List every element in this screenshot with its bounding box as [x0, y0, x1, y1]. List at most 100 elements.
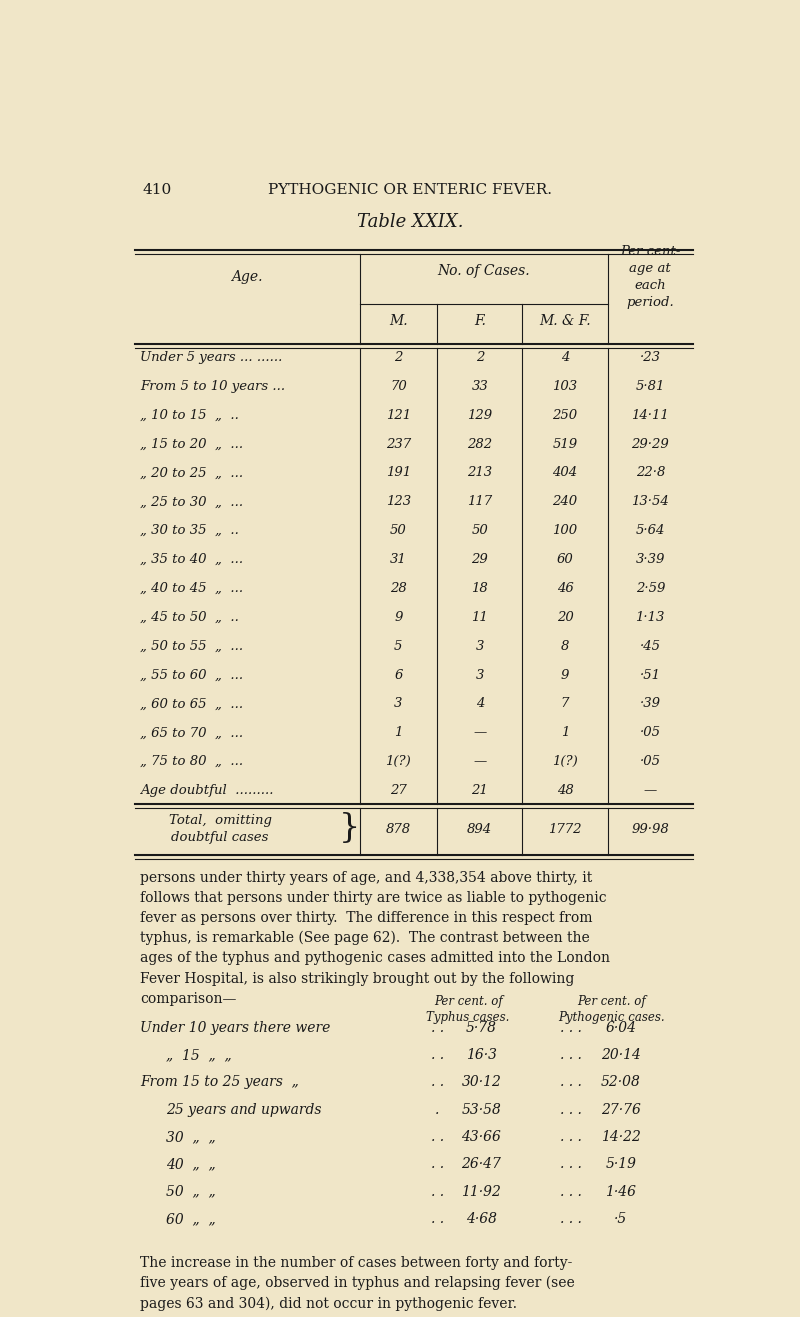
- Text: Age.: Age.: [231, 270, 263, 284]
- Text: Per cent-
age at
each
period.: Per cent- age at each period.: [620, 245, 681, 309]
- Text: 2: 2: [475, 350, 484, 363]
- Text: Total,  omitting
doubtful cases: Total, omitting doubtful cases: [169, 814, 272, 844]
- Text: 6·04: 6·04: [606, 1021, 636, 1035]
- Text: 30  „  „: 30 „ „: [166, 1130, 216, 1144]
- Text: 250: 250: [553, 408, 578, 421]
- Text: 5: 5: [394, 640, 402, 653]
- Text: ·05: ·05: [640, 755, 661, 768]
- Text: 46: 46: [557, 582, 574, 595]
- Text: PYTHOGENIC OR ENTERIC FEVER.: PYTHOGENIC OR ENTERIC FEVER.: [268, 183, 552, 196]
- Text: „ 10 to 15  „  ..: „ 10 to 15 „ ..: [140, 408, 239, 421]
- Text: Under 10 years there were: Under 10 years there were: [140, 1021, 330, 1035]
- Text: —: —: [473, 755, 486, 768]
- Text: „ 30 to 35  „  ..: „ 30 to 35 „ ..: [140, 524, 239, 537]
- Text: —: —: [473, 727, 486, 739]
- Text: 878: 878: [386, 823, 411, 835]
- Text: . . .: . . .: [560, 1076, 582, 1089]
- Text: 25 years and upwards: 25 years and upwards: [166, 1102, 322, 1117]
- Text: 29: 29: [471, 553, 488, 566]
- Text: . .: . .: [430, 1021, 444, 1035]
- Text: 1(?): 1(?): [386, 755, 411, 768]
- Text: .: .: [435, 1102, 439, 1117]
- Text: 13·54: 13·54: [631, 495, 669, 508]
- Text: 1: 1: [561, 727, 569, 739]
- Text: —: —: [644, 784, 657, 797]
- Text: 11·92: 11·92: [462, 1185, 502, 1198]
- Text: . . .: . . .: [560, 1102, 582, 1117]
- Text: „ 55 to 60  „  ...: „ 55 to 60 „ ...: [140, 669, 243, 682]
- Text: 20: 20: [557, 611, 574, 624]
- Text: 16·3: 16·3: [466, 1048, 497, 1062]
- Text: Per cent. of
Typhus cases.: Per cent. of Typhus cases.: [426, 996, 510, 1025]
- Text: . .: . .: [430, 1076, 444, 1089]
- Text: „ 75 to 80  „  ...: „ 75 to 80 „ ...: [140, 755, 243, 768]
- Text: ·5: ·5: [614, 1212, 627, 1226]
- Text: 50: 50: [471, 524, 488, 537]
- Text: 48: 48: [557, 784, 574, 797]
- Text: „ 60 to 65  „  ...: „ 60 to 65 „ ...: [140, 698, 243, 710]
- Text: 26·47: 26·47: [462, 1158, 502, 1171]
- Text: 1·46: 1·46: [606, 1185, 636, 1198]
- Text: . . .: . . .: [560, 1185, 582, 1198]
- Text: 22·8: 22·8: [635, 466, 665, 479]
- Text: 100: 100: [553, 524, 578, 537]
- Text: 7: 7: [561, 698, 569, 710]
- Text: 9: 9: [561, 669, 569, 682]
- Text: . . .: . . .: [560, 1158, 582, 1171]
- Text: „ 35 to 40  „  ...: „ 35 to 40 „ ...: [140, 553, 243, 566]
- Text: 5·78: 5·78: [466, 1021, 497, 1035]
- Text: . . .: . . .: [560, 1021, 582, 1035]
- Text: „ 20 to 25  „  ...: „ 20 to 25 „ ...: [140, 466, 243, 479]
- Text: „ 15 to 20  „  ...: „ 15 to 20 „ ...: [140, 437, 243, 450]
- Text: „ 25 to 30  „  ...: „ 25 to 30 „ ...: [140, 495, 243, 508]
- Text: 28: 28: [390, 582, 406, 595]
- Text: 410: 410: [142, 183, 172, 196]
- Text: ·51: ·51: [640, 669, 661, 682]
- Text: 8: 8: [561, 640, 569, 653]
- Text: 894: 894: [467, 823, 492, 835]
- Text: „ 40 to 45  „  ...: „ 40 to 45 „ ...: [140, 582, 243, 595]
- Text: 20·14: 20·14: [601, 1048, 641, 1062]
- Text: 31: 31: [390, 553, 406, 566]
- Text: 519: 519: [553, 437, 578, 450]
- Text: „ 45 to 50  „  ..: „ 45 to 50 „ ..: [140, 611, 239, 624]
- Text: . .: . .: [430, 1048, 444, 1062]
- Text: 50: 50: [390, 524, 406, 537]
- Text: 3: 3: [475, 669, 484, 682]
- Text: From 5 to 10 years ...: From 5 to 10 years ...: [140, 379, 286, 392]
- Text: ·39: ·39: [640, 698, 661, 710]
- Text: 14·11: 14·11: [631, 408, 669, 421]
- Text: 40  „  „: 40 „ „: [166, 1158, 216, 1171]
- Text: 1: 1: [394, 727, 402, 739]
- Text: 117: 117: [467, 495, 492, 508]
- Text: 121: 121: [386, 408, 411, 421]
- Text: 99·98: 99·98: [631, 823, 669, 835]
- Text: 404: 404: [553, 466, 578, 479]
- Text: 4: 4: [475, 698, 484, 710]
- Text: No. of Cases.: No. of Cases.: [438, 265, 530, 278]
- Text: M. & F.: M. & F.: [539, 315, 591, 328]
- Text: 27: 27: [390, 784, 406, 797]
- Text: 50  „  „: 50 „ „: [166, 1185, 216, 1198]
- Text: 9: 9: [394, 611, 402, 624]
- Text: The increase in the number of cases between forty and forty-
five years of age, : The increase in the number of cases betw…: [140, 1255, 631, 1317]
- Text: 237: 237: [386, 437, 411, 450]
- Text: 29·29: 29·29: [631, 437, 669, 450]
- Text: 43·66: 43·66: [462, 1130, 502, 1144]
- Text: 1·13: 1·13: [635, 611, 665, 624]
- Text: ·05: ·05: [640, 727, 661, 739]
- Text: 213: 213: [467, 466, 492, 479]
- Text: . .: . .: [430, 1130, 444, 1144]
- Text: ·45: ·45: [640, 640, 661, 653]
- Text: 1(?): 1(?): [552, 755, 578, 768]
- Text: 103: 103: [553, 379, 578, 392]
- Text: 6: 6: [394, 669, 402, 682]
- Text: Per cent. of
Pythogenic cases.: Per cent. of Pythogenic cases.: [558, 996, 665, 1025]
- Text: 27·76: 27·76: [601, 1102, 641, 1117]
- Text: Age doubtful  .........: Age doubtful .........: [140, 784, 274, 797]
- Text: „  15  „  „: „ 15 „ „: [166, 1048, 232, 1062]
- Text: 70: 70: [390, 379, 406, 392]
- Text: „ 65 to 70  „  ...: „ 65 to 70 „ ...: [140, 727, 243, 739]
- Text: . . .: . . .: [560, 1212, 582, 1226]
- Text: 191: 191: [386, 466, 411, 479]
